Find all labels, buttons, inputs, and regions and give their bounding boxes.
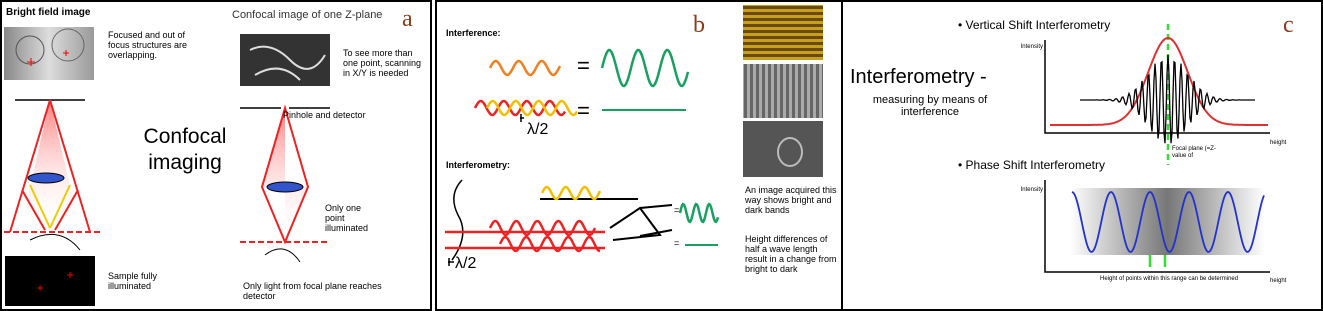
- object: [777, 137, 803, 167]
- panel-label: a: [402, 6, 413, 32]
- lens: [27, 172, 65, 184]
- heading: Bright field image: [6, 7, 91, 18]
- surface: [451, 179, 464, 261]
- bullet-heading: • Vertical Shift Interferometry: [958, 18, 1111, 32]
- half-wave-label: λ/2: [455, 255, 477, 272]
- equals: =: [577, 98, 590, 123]
- light-ray: [29, 184, 71, 229]
- wave: [488, 59, 562, 77]
- interferogram: [1080, 54, 1255, 144]
- sample-image: [5, 256, 95, 306]
- half-wave-bracket: [448, 114, 524, 266]
- note: Only light from focal plane reaches dete…: [243, 281, 382, 301]
- interference-image: [743, 5, 823, 60]
- panel-label: c: [1283, 12, 1294, 38]
- sample: [264, 248, 301, 263]
- bright-field-thumbnail: [4, 27, 94, 80]
- heading: Confocal image of one Z-plane: [232, 9, 383, 21]
- center-title: Confocal imaging: [143, 125, 227, 174]
- light-cone: [262, 108, 308, 240]
- axis-label: Intensity: [1020, 44, 1043, 50]
- wave: [473, 99, 567, 117]
- equals: =: [674, 238, 680, 248]
- title: Interferometry -: [850, 66, 987, 88]
- beam-path: [540, 198, 673, 241]
- equals: =: [674, 205, 680, 215]
- note: Focal plane (=Z-value of: [1172, 146, 1216, 159]
- heading: Interference:: [446, 28, 501, 38]
- heading: Interferometry:: [446, 160, 511, 170]
- marker: [27, 50, 69, 66]
- subtitle: measuring by means of interference: [872, 94, 988, 118]
- light-ray: [9, 99, 91, 233]
- axis-label: height: [1270, 278, 1287, 284]
- axis-label: Intensity: [1020, 187, 1043, 193]
- beam: [445, 230, 605, 250]
- wave: [488, 219, 597, 237]
- note: Only one point illuminated: [325, 203, 369, 233]
- heading: Phase Shift Interferometry: [965, 158, 1105, 172]
- sample: [29, 233, 81, 251]
- panel-border: [841, 0, 1323, 311]
- wave: [498, 235, 601, 253]
- equals: =: [577, 53, 590, 78]
- wave: [540, 185, 602, 201]
- marker: [37, 272, 73, 291]
- note: To see more than one point, scanning in …: [343, 48, 422, 78]
- panel-border: [0, 0, 432, 311]
- bullet-heading: • Phase Shift Interferometry: [958, 158, 1105, 172]
- note: An image acquired this way shows bright …: [745, 185, 837, 215]
- note: Focused and out of focus structures are …: [108, 30, 188, 60]
- confocal-thumbnail: [240, 34, 330, 86]
- phase-signal: [1071, 191, 1265, 253]
- note: Height of points within this range can b…: [1100, 276, 1239, 282]
- structure: [249, 45, 326, 81]
- range-marker: [1148, 255, 1167, 267]
- envelope: [1050, 36, 1268, 126]
- wave: [678, 202, 720, 224]
- panel-label: b: [693, 12, 705, 38]
- axis: [1044, 40, 1270, 273]
- note: Sample fully illuminated: [108, 271, 158, 291]
- heading: Vertical Shift Interferometry: [965, 18, 1111, 32]
- note: Height differences of half a wave length…: [745, 234, 837, 274]
- half-wave-label: λ/2: [527, 121, 549, 138]
- axis-label: height: [1270, 140, 1287, 146]
- wave: [600, 48, 690, 88]
- interference-image: [743, 121, 823, 177]
- note: Pinhole and detector: [283, 110, 366, 120]
- cell: [15, 35, 45, 65]
- light-cone: [20, 100, 80, 230]
- cell: [51, 28, 85, 62]
- interference-image: [743, 64, 823, 118]
- wave: [485, 99, 579, 117]
- lens: [266, 181, 304, 193]
- fringe-bands: [1070, 188, 1265, 255]
